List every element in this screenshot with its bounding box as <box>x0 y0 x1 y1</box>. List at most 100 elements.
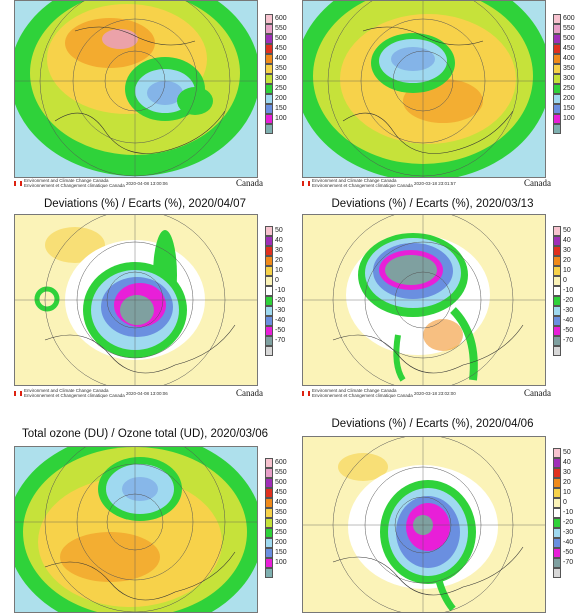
colorbar-label: 200 <box>275 539 287 546</box>
colorbar-entry: 200 <box>553 94 575 104</box>
colorbar: 600 550 500 450 400 350 300 250 200 150 100 <box>265 458 287 578</box>
colorbar-label: 300 <box>563 75 575 82</box>
colorbar-swatch <box>553 548 561 558</box>
colorbar-swatch <box>265 538 273 548</box>
colorbar-label: 600 <box>275 15 287 22</box>
colorbar-swatch <box>553 94 561 104</box>
colorbar-swatch <box>265 558 273 568</box>
colorbar-label: 0 <box>275 277 279 284</box>
colorbar-swatch <box>553 296 561 306</box>
colorbar-label: 600 <box>563 15 575 22</box>
colorbar-entry: -70 <box>553 336 573 346</box>
colorbar-swatch <box>265 326 273 336</box>
colorbar-entry: 20 <box>553 256 573 266</box>
colorbar-entry: 500 <box>265 34 287 44</box>
colorbar-label: -40 <box>563 539 574 546</box>
colorbar-swatch <box>265 306 273 316</box>
colorbar-entry: 30 <box>553 468 573 478</box>
colorbar-label: 10 <box>563 489 571 496</box>
colorbar-swatch <box>265 266 273 276</box>
canada-wordmark: Canada <box>236 388 263 398</box>
colorbar-swatch <box>265 528 273 538</box>
colorbar-swatch <box>265 64 273 74</box>
colorbar-entry: -30 <box>553 306 573 316</box>
colorbar-entry: 150 <box>553 104 575 114</box>
colorbar-swatch <box>265 24 273 34</box>
colorbar-label: 20 <box>563 479 571 486</box>
colorbar-swatch <box>553 498 561 508</box>
colorbar-entry: -50 <box>553 326 573 336</box>
colorbar: 600 550 500 450 400 350 300 250 200 150 100 <box>553 14 575 134</box>
agency-footer: Environment and Climate Change Canada Env… <box>14 178 125 188</box>
colorbar-label: 150 <box>275 549 287 556</box>
deviation-map-panel-6: Deviations (%) / Ecarts (%), 2020/04/06 … <box>288 414 577 613</box>
deviation-map-panel-4: Deviations (%) / Ecarts (%), 2020/03/13 … <box>288 196 577 406</box>
colorbar-swatch <box>265 508 273 518</box>
timestamp: 2020-03-18 23:02:00 <box>414 391 456 396</box>
colorbar-label: 20 <box>275 257 283 264</box>
colorbar-entry: -20 <box>265 296 285 306</box>
colorbar-label: 200 <box>275 95 287 102</box>
colorbar-swatch <box>553 346 561 356</box>
colorbar-entry: 400 <box>553 54 575 64</box>
colorbar: 50 40 30 20 10 0 -10 -20 -30 -40 -50 -70 <box>553 226 573 356</box>
colorbar-label: 30 <box>275 247 283 254</box>
colorbar-entry: 350 <box>265 508 287 518</box>
colorbar-swatch <box>265 14 273 24</box>
agency-footer: Environment and Climate Change Canada Env… <box>302 178 413 188</box>
colorbar-swatch <box>553 34 561 44</box>
colorbar-swatch <box>265 44 273 54</box>
colorbar-label: 250 <box>275 529 287 536</box>
colorbar-swatch <box>553 74 561 84</box>
colorbar-swatch <box>553 276 561 286</box>
colorbar-label: -70 <box>563 337 574 344</box>
colorbar-label: -50 <box>275 327 286 334</box>
colorbar-label: -30 <box>275 307 286 314</box>
colorbar-label: -20 <box>563 519 574 526</box>
colorbar-label: 30 <box>563 469 571 476</box>
colorbar-swatch <box>553 528 561 538</box>
colorbar-entry: -70 <box>553 558 573 568</box>
colorbar-entry: 450 <box>553 44 575 54</box>
colorbar-swatch <box>553 44 561 54</box>
agency-footer: Environment and Climate Change Canada Env… <box>14 388 125 398</box>
colorbar-label: -20 <box>563 297 574 304</box>
map-image <box>14 0 258 178</box>
colorbar-label: -70 <box>563 559 574 566</box>
colorbar-entry: 350 <box>553 64 575 74</box>
colorbar-label: 250 <box>275 85 287 92</box>
colorbar-label: -40 <box>275 317 286 324</box>
colorbar-label: 150 <box>563 105 575 112</box>
colorbar-swatch <box>265 336 273 346</box>
colorbar-entry: -10 <box>265 286 285 296</box>
colorbar: 600 550 500 450 400 350 300 250 200 150 100 <box>265 14 287 134</box>
colorbar-swatch <box>553 256 561 266</box>
colorbar-entry: -50 <box>553 548 573 558</box>
colorbar-label: -10 <box>275 287 286 294</box>
colorbar-label: 450 <box>563 45 575 52</box>
canada-flag-icon <box>14 390 22 396</box>
colorbar-entry: -40 <box>553 538 573 548</box>
colorbar-swatch <box>265 548 273 558</box>
colorbar-entry: 150 <box>265 548 287 558</box>
panel-title: Deviations (%) / Ecarts (%), 2020/03/13 <box>331 198 534 210</box>
map-image <box>14 214 258 386</box>
map-image <box>302 214 546 386</box>
colorbar-label: 500 <box>275 35 287 42</box>
colorbar-entry: 0 <box>553 276 573 286</box>
colorbar-swatch <box>553 508 561 518</box>
colorbar-swatch <box>265 468 273 478</box>
colorbar-label: 10 <box>275 267 283 274</box>
colorbar-swatch <box>265 54 273 64</box>
colorbar-swatch <box>265 74 273 84</box>
colorbar-swatch <box>265 104 273 114</box>
colorbar-swatch <box>265 276 273 286</box>
colorbar-swatch <box>265 478 273 488</box>
colorbar: 50 40 30 20 10 0 -10 -20 -30 -40 -50 -70 <box>265 226 285 356</box>
colorbar-swatch <box>553 84 561 94</box>
colorbar-entry: -20 <box>553 296 573 306</box>
colorbar-label: 100 <box>275 115 287 122</box>
colorbar-swatch <box>553 568 561 578</box>
colorbar-entry: 10 <box>553 266 573 276</box>
colorbar-swatch <box>553 114 561 124</box>
